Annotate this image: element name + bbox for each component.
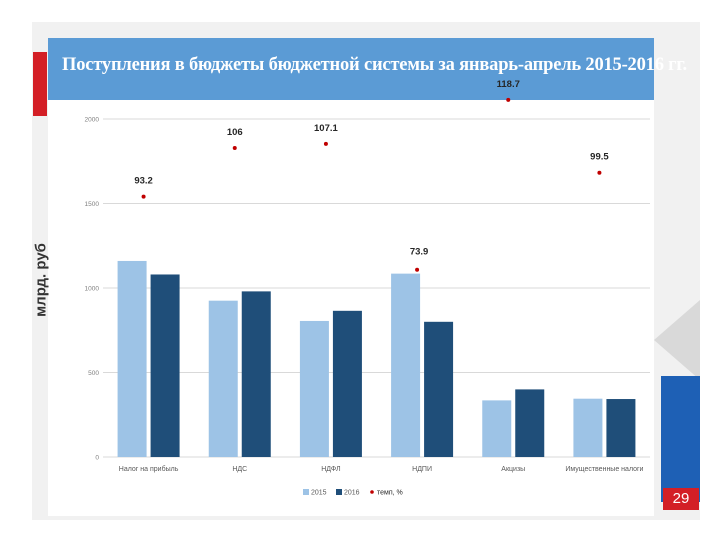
growth-label-4: 118.7 [497,79,520,90]
bar-2016-2 [332,310,362,457]
growth-marker-1 [232,146,237,151]
title-band [48,38,654,100]
growth-marker-4 [506,97,511,102]
x-tick-label: НДПИ [412,466,432,473]
legend-swatch-2016 [336,489,342,495]
y-tick-label: 1000 [85,286,100,293]
bar-2016-1 [241,291,271,457]
growth-marker-2 [323,141,328,146]
growth-label-3: 73.9 [410,247,429,258]
bar-2016-5 [606,399,636,457]
growth-marker-0 [141,194,146,199]
bar-2015-0 [117,260,147,457]
decorative-shade-triangle [654,300,700,380]
growth-label-0: 93.2 [134,176,153,187]
legend-label: 2015 [311,490,327,497]
x-tick-label: Налог на прибыль [119,465,179,473]
bar-2015-2 [299,320,329,457]
right-blue-accent [661,376,700,502]
legend-label: темп, % [377,490,403,497]
x-tick-label: НДФЛ [321,466,341,473]
bar-2015-4 [482,400,512,457]
slide-title: Поступления в бюджеты бюджетной системы … [62,55,687,75]
y-tick-label: 1500 [85,201,100,208]
growth-label-1: 106 [227,127,243,138]
growth-marker-3 [415,267,420,272]
y-tick-label: 500 [88,370,99,377]
x-tick-label: Имущественные налоги [565,466,643,473]
page-number: 29 [663,488,699,510]
y-tick-label: 2000 [85,117,100,124]
bar-2016-3 [424,321,454,457]
bar-2015-5 [573,398,603,457]
legend-label: 2016 [344,490,360,497]
x-tick-label: НДС [232,466,247,473]
bar-2015-3 [391,273,421,457]
bar-2016-4 [515,389,545,457]
growth-label-5: 99.5 [590,152,609,163]
left-red-accent [33,52,47,116]
growth-label-2: 107.1 [314,123,338,134]
bar-2015-1 [208,300,238,457]
bar-2016-0 [150,274,180,457]
y-tick-label: 0 [95,455,99,462]
legend-swatch-2015 [303,489,309,495]
legend-marker-growth [370,490,374,494]
growth-marker-5 [597,170,602,175]
x-tick-label: Акцизы [501,466,525,473]
